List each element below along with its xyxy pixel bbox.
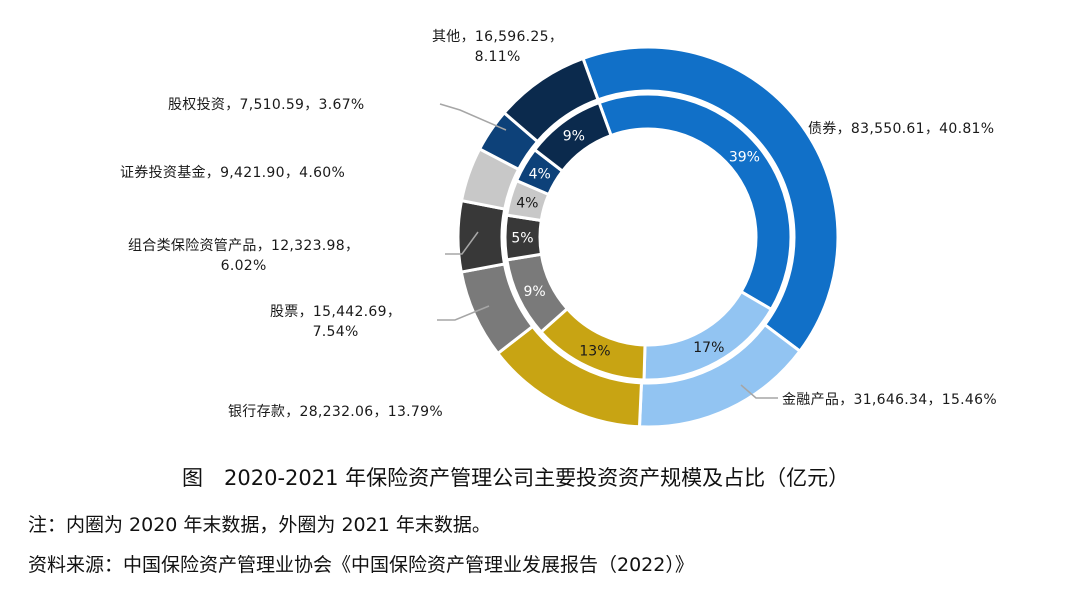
leader-line-stocks [437, 305, 490, 321]
label-line: 金融产品，31,646.34，15.46% [782, 392, 997, 408]
doughnut-chart: 39% 17% 13% 9% 5% 4% 4% 9% [437, 45, 840, 429]
outer-slice-others [502, 56, 600, 144]
label-line: 7.54% [312, 324, 359, 340]
inner-label-equity-investment: 4% [529, 166, 551, 182]
inner-label-securities-funds: 4% [516, 195, 538, 211]
outer-slice-bonds [581, 45, 840, 354]
data-label-equity-investment: 股权投资，7,510.59，3.67% [168, 95, 365, 115]
inner-label-portfolio-products: 5% [511, 230, 533, 246]
data-label-securities-funds: 证券投资基金，9,421.90，4.60% [120, 163, 345, 183]
data-label-bonds: 债券，83,550.61，40.81% [808, 119, 994, 139]
outer-ring-2021 [456, 45, 840, 429]
inner-slice-others [532, 100, 613, 174]
inner-label-bank-deposits: 13% [579, 344, 610, 360]
label-line: 6.02% [220, 258, 267, 274]
inner-label-bonds: 39% [729, 150, 760, 166]
label-line: 银行存款，28,232.06，13.79% [228, 404, 443, 420]
leader-lines [437, 103, 778, 399]
outer-slice-portfolio-products [456, 198, 507, 274]
data-label-others: 其他，16,596.25， 8.11% [432, 27, 563, 67]
label-line: 证券投资基金，9,421.90，4.60% [120, 165, 346, 181]
figure-title: 图 2020-2021 年保险资产管理公司主要投资资产规模及占比（亿元） [182, 466, 850, 490]
label-line: 股票，15,442.69， [270, 304, 402, 320]
inner-ring-labels: 39% 17% 13% 9% 5% 4% 4% 9% [511, 129, 760, 360]
leader-line-financial-products [740, 384, 778, 399]
data-label-financial-products: 金融产品，31,646.34，15.46% [782, 390, 997, 410]
inner-label-stocks: 9% [524, 284, 546, 300]
label-line: 股权投资，7,510.59，3.67% [168, 97, 365, 113]
data-label-stocks: 股票，15,442.69， 7.54% [270, 302, 401, 342]
inner-slice-bonds [597, 92, 793, 312]
figure-source: 资料来源：中国保险资产管理业协会《中国保险资产管理业发展报告（2022）》 [28, 554, 694, 576]
figure-note: 注：内圈为 2020 年末数据，外圈为 2021 年末数据。 [28, 514, 491, 536]
label-line: 其他，16,596.25， [432, 29, 564, 45]
leader-line-portfolio-products [445, 231, 479, 255]
label-line: 组合类保险资管产品，12,323.98， [128, 238, 360, 254]
inner-label-financial-products: 17% [693, 340, 724, 356]
data-label-portfolio-products: 组合类保险资管产品，12,323.98， 6.02% [128, 236, 359, 276]
inner-ring-2020 [503, 92, 793, 382]
data-label-bank-deposits: 银行存款，28,232.06，13.79% [228, 402, 443, 422]
label-line: 债券，83,550.61，40.81% [808, 121, 995, 137]
leader-line-equity-investment [439, 103, 507, 131]
inner-label-others: 9% [563, 129, 585, 145]
label-line: 8.11% [474, 49, 521, 65]
